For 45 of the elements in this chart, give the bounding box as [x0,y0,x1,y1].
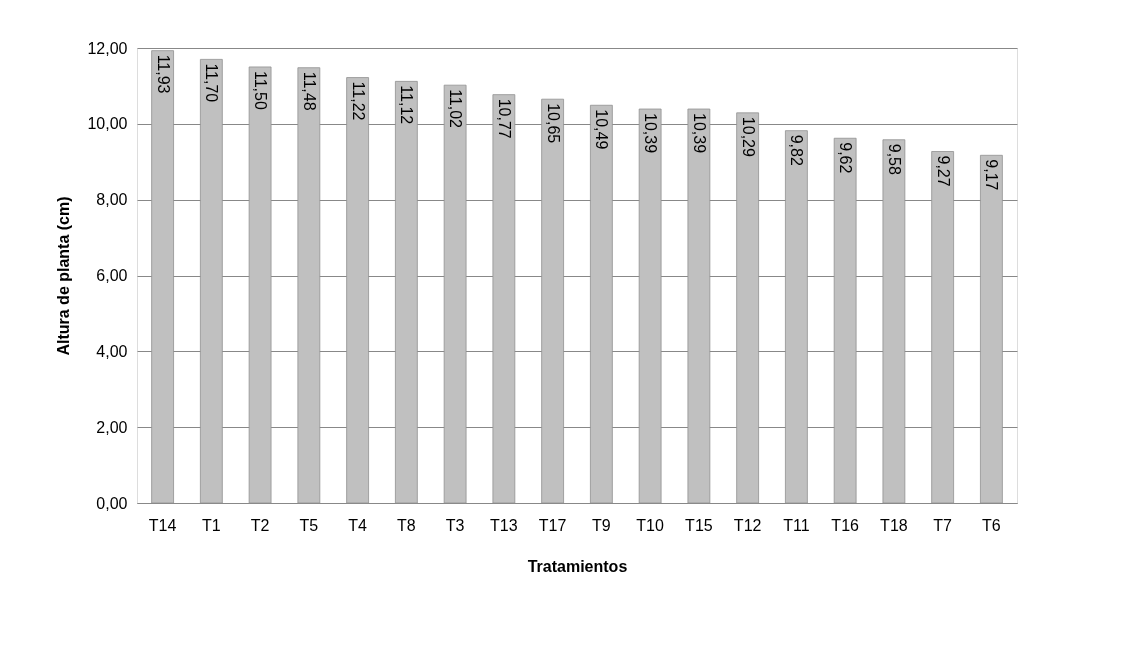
data-label: 11,12 [398,85,416,125]
data-label: 11,70 [203,63,221,103]
x-tick-label: T5 [299,516,319,534]
y-tick-label: 12,00 [87,39,128,57]
data-label: 10,49 [593,109,611,150]
x-tick-label: T2 [250,516,270,534]
y-tick-label: 0,00 [96,494,128,512]
data-label: 9,17 [983,159,1001,191]
data-label: 9,58 [885,143,903,175]
x-tick-label: T16 [831,516,860,534]
data-label: 11,22 [349,81,367,121]
data-label: 9,62 [837,142,855,174]
x-tick-label: T12 [733,516,762,534]
y-tick-label: 2,00 [96,418,128,436]
data-label: 10,65 [544,103,562,144]
data-label: 10,39 [690,113,708,154]
x-tick-label: T13 [490,516,518,534]
y-tick-label: 8,00 [96,191,128,209]
x-tick-label: T18 [880,516,908,534]
x-tick-label: T17 [538,516,567,534]
y-axis-title: Altura de planta (cm) [55,196,73,356]
x-tick-label: T15 [685,516,713,534]
data-label: 11,93 [154,54,172,94]
x-tick-label: T10 [636,516,665,534]
x-tick-label: T9 [592,516,611,534]
data-label: 11,48 [300,71,318,111]
data-label: 11,50 [252,70,270,110]
data-label: 11,02 [447,89,465,129]
y-tick-label: 10,00 [87,115,128,133]
data-label: 10,29 [739,116,757,157]
x-tick-label: T3 [445,516,465,534]
x-tick-label: T7 [933,516,953,534]
data-label: 10,39 [642,113,660,154]
x-tick-label: T14 [148,516,177,534]
data-label: 9,82 [788,134,806,166]
x-tick-label: T8 [397,516,416,534]
y-tick-label: 6,00 [96,267,128,284]
x-tick-label: T1 [202,516,221,534]
data-label: 10,77 [495,98,513,139]
y-tick-label: 4,00 [96,342,128,360]
x-axis-title: Tratamientos [527,557,628,575]
x-tick-label: T4 [348,516,368,534]
data-label: 9,27 [934,155,952,187]
x-tick-label: T6 [982,516,1001,534]
x-tick-label: T11 [783,516,810,534]
